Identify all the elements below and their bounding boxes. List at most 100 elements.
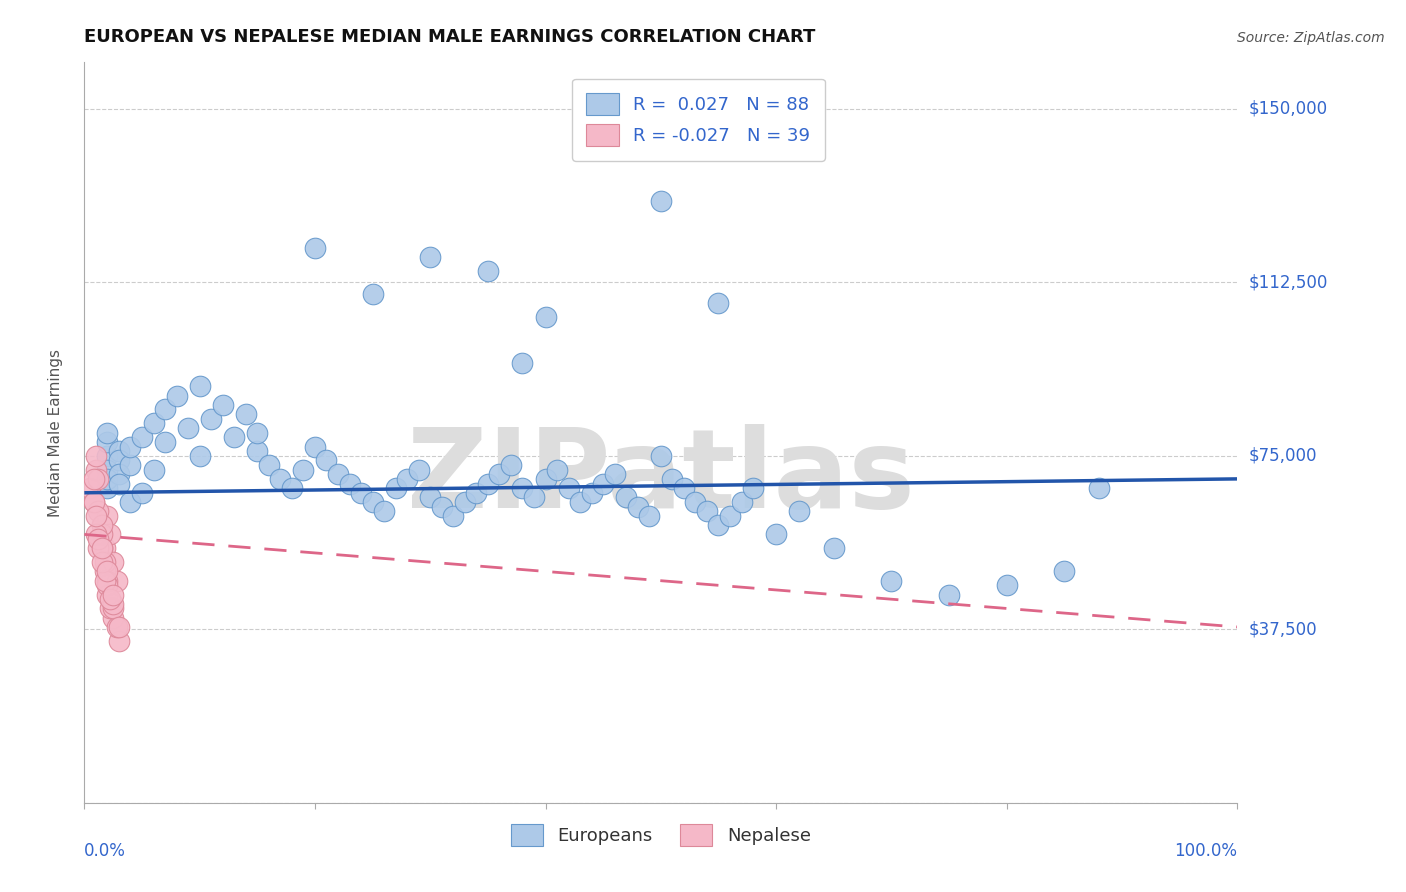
Text: $75,000: $75,000 xyxy=(1249,447,1317,465)
Point xyxy=(120,495,142,509)
Point xyxy=(661,472,683,486)
Point xyxy=(707,518,730,533)
Legend: Europeans, Nepalese: Europeans, Nepalese xyxy=(503,816,818,853)
Point xyxy=(120,458,142,472)
Point xyxy=(98,527,121,541)
Y-axis label: Median Male Earnings: Median Male Earnings xyxy=(48,349,63,516)
Point xyxy=(90,555,112,569)
Point xyxy=(142,417,165,431)
Point xyxy=(96,578,118,592)
Point xyxy=(131,485,153,500)
Point xyxy=(281,481,304,495)
Point xyxy=(534,472,557,486)
Point xyxy=(84,449,107,463)
Point xyxy=(188,449,211,463)
Point xyxy=(650,194,672,209)
Point xyxy=(269,472,291,486)
Point xyxy=(108,467,131,482)
Point xyxy=(90,527,112,541)
Point xyxy=(696,504,718,518)
Point xyxy=(304,440,326,454)
Point xyxy=(90,541,112,556)
Point xyxy=(96,588,118,602)
Point xyxy=(87,472,110,486)
Point xyxy=(211,398,233,412)
Point xyxy=(718,508,741,523)
Point xyxy=(419,250,441,264)
Point xyxy=(246,425,269,440)
Point xyxy=(638,508,661,523)
Point xyxy=(430,500,453,514)
Point xyxy=(131,430,153,444)
Point xyxy=(108,444,131,458)
Point xyxy=(96,481,118,495)
Point xyxy=(477,476,499,491)
Point xyxy=(488,467,510,482)
Point xyxy=(84,462,107,476)
Point xyxy=(465,485,488,500)
Point xyxy=(765,527,787,541)
Point xyxy=(592,476,614,491)
Point xyxy=(627,500,650,514)
Point xyxy=(534,310,557,324)
Point xyxy=(153,434,176,449)
Point xyxy=(94,574,117,588)
Point xyxy=(94,565,117,579)
Text: $112,500: $112,500 xyxy=(1249,273,1327,291)
Point xyxy=(995,578,1018,592)
Point xyxy=(419,491,441,505)
Point xyxy=(96,425,118,440)
Point xyxy=(512,481,534,495)
Point xyxy=(87,504,110,518)
Point xyxy=(742,481,765,495)
Point xyxy=(523,491,546,505)
Point xyxy=(1053,565,1076,579)
Point xyxy=(603,467,626,482)
Point xyxy=(938,588,960,602)
Point xyxy=(96,462,118,476)
Point xyxy=(787,504,810,518)
Point xyxy=(79,481,101,495)
Point xyxy=(96,434,118,449)
Point xyxy=(257,458,280,472)
Point xyxy=(408,462,430,476)
Point xyxy=(512,356,534,370)
Point xyxy=(235,407,257,421)
Point xyxy=(120,440,142,454)
Point xyxy=(94,541,117,556)
Point xyxy=(326,467,349,482)
Point xyxy=(707,296,730,310)
Point xyxy=(546,462,568,476)
Point xyxy=(90,518,112,533)
Text: 0.0%: 0.0% xyxy=(84,842,127,860)
Point xyxy=(361,495,384,509)
Point xyxy=(87,541,110,556)
Point xyxy=(315,453,337,467)
Point xyxy=(361,286,384,301)
Point xyxy=(880,574,903,588)
Point xyxy=(499,458,522,472)
Text: ZIPatlas: ZIPatlas xyxy=(406,424,915,531)
Point xyxy=(650,449,672,463)
Point xyxy=(84,527,107,541)
Point xyxy=(200,411,222,425)
Point xyxy=(83,495,105,509)
Text: $150,000: $150,000 xyxy=(1249,100,1327,118)
Point xyxy=(569,495,592,509)
Text: 100.0%: 100.0% xyxy=(1174,842,1237,860)
Point xyxy=(105,620,128,634)
Point xyxy=(730,495,752,509)
Point xyxy=(454,495,477,509)
Point xyxy=(83,495,105,509)
Point xyxy=(292,462,315,476)
Point xyxy=(685,495,707,509)
Text: Source: ZipAtlas.com: Source: ZipAtlas.com xyxy=(1237,31,1385,45)
Point xyxy=(103,597,124,611)
Point xyxy=(246,444,269,458)
Point xyxy=(108,620,131,634)
Point xyxy=(96,565,118,579)
Point xyxy=(672,481,695,495)
Point xyxy=(441,508,464,523)
Point xyxy=(153,402,176,417)
Point xyxy=(304,240,326,255)
